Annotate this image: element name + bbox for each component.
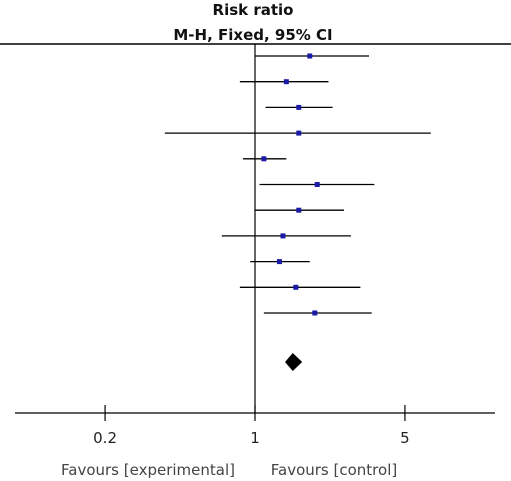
- study-point: [312, 310, 318, 316]
- study-row: [221, 233, 351, 239]
- study-point: [314, 182, 320, 187]
- study-point: [296, 207, 302, 213]
- study-point: [293, 284, 299, 290]
- study-point: [261, 156, 267, 162]
- study-point: [280, 233, 286, 239]
- study-row: [255, 207, 345, 213]
- chart-subtitle: M-H, Fixed, 95% CI: [173, 26, 332, 44]
- study-point: [276, 259, 282, 265]
- study-row: [164, 130, 431, 136]
- study-rows: [164, 53, 431, 316]
- study-row: [265, 104, 333, 110]
- x-tick-label: 1: [250, 429, 260, 447]
- study-row: [243, 156, 287, 162]
- summary-diamond: [285, 353, 303, 371]
- chart-title: Risk ratio: [213, 1, 294, 19]
- study-point: [307, 53, 313, 59]
- study-row: [255, 53, 370, 59]
- study-row: [250, 259, 310, 265]
- study-row: [263, 310, 372, 316]
- x-tick-label: 5: [400, 429, 410, 447]
- x-axis-ticks: 0.050.21520: [93, 405, 410, 447]
- favour-experimental-label: Favours [experimental]: [61, 461, 235, 479]
- study-row: [259, 182, 375, 187]
- study-point: [283, 79, 289, 85]
- x-tick-label: 0.2: [93, 429, 117, 447]
- study-row: [239, 79, 329, 85]
- study-row: [239, 284, 361, 290]
- study-point: [296, 104, 302, 110]
- study-point: [296, 130, 302, 136]
- favour-control-label: Favours [control]: [271, 461, 397, 479]
